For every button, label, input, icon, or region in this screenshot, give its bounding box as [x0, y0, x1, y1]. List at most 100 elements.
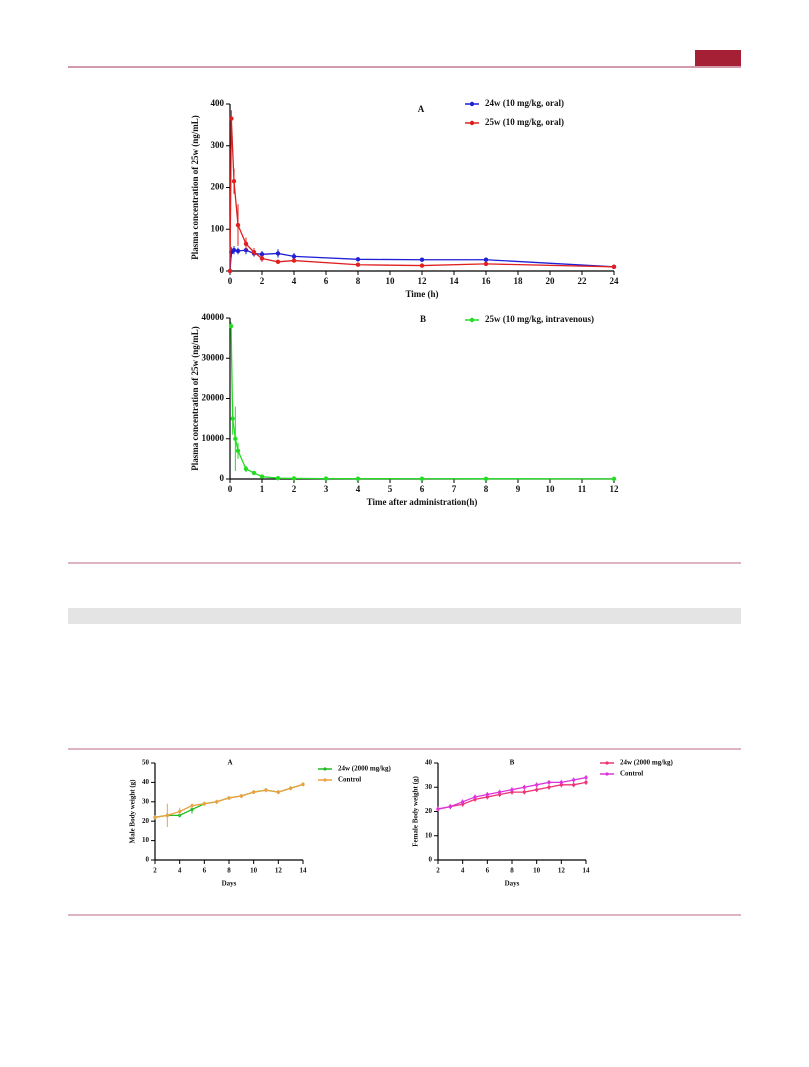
data-point: [276, 790, 280, 794]
data-point: [275, 259, 281, 265]
data-point: [461, 800, 465, 804]
data-point: [230, 416, 235, 421]
data-point: [291, 258, 297, 263]
legend-marker: [323, 767, 327, 771]
y-tick-label: 400: [211, 98, 225, 108]
y-tick-label: 0: [220, 473, 225, 483]
data-point: [510, 788, 514, 792]
y-tick-label: 10: [425, 831, 433, 839]
x-tick-label: 7: [452, 484, 457, 494]
x-tick-label: 4: [461, 867, 465, 875]
legend-marker: [605, 761, 609, 765]
y-tick-label: 40: [425, 759, 433, 767]
x-tick-label: 8: [510, 867, 514, 875]
x-tick-label: 6: [203, 867, 207, 875]
y-axis-label: Female Body weight (g): [412, 776, 420, 847]
x-tick-label: 10: [250, 867, 258, 875]
data-point: [611, 476, 617, 482]
data-point: [202, 802, 206, 806]
data-point: [355, 262, 361, 267]
data-point: [235, 222, 241, 228]
x-tick-label: 10: [386, 276, 396, 286]
x-tick-label: 3: [324, 484, 329, 494]
y-tick-label: 0: [429, 856, 433, 864]
x-tick-label: 11: [578, 484, 587, 494]
y-tick-label: 30000: [202, 352, 225, 362]
data-point: [251, 470, 257, 476]
data-point: [228, 323, 234, 329]
panel-label: A: [418, 104, 425, 114]
data-point: [190, 807, 194, 812]
x-tick-label: 12: [275, 867, 283, 875]
panel-label: A: [227, 759, 232, 767]
data-point: [259, 256, 265, 261]
legend-marker: [469, 317, 475, 323]
data-point: [498, 790, 502, 794]
data-point: [239, 794, 243, 798]
x-tick-label: 0: [228, 484, 233, 494]
data-point: [190, 804, 194, 808]
x-tick-label: 18: [514, 276, 524, 286]
y-tick-label: 0: [146, 856, 150, 864]
x-tick-label: 12: [418, 276, 428, 286]
table-header-bar: [68, 608, 741, 624]
x-tick-label: 12: [610, 484, 620, 494]
x-tick-label: 6: [420, 484, 425, 494]
series-line: [437, 781, 587, 810]
y-tick-label: 300: [211, 140, 225, 150]
data-point: [483, 261, 489, 267]
data-point: [473, 795, 477, 799]
panel-label: B: [510, 759, 515, 767]
x-tick-label: 4: [178, 867, 182, 875]
data-point: [535, 788, 539, 792]
x-axis-label: Time (h): [405, 289, 438, 299]
data-point: [547, 785, 551, 789]
data-point: [522, 785, 526, 789]
data-point: [419, 263, 425, 268]
data-point: [289, 786, 293, 790]
x-tick-label: 6: [324, 276, 329, 286]
data-point: [291, 254, 297, 259]
x-tick-label: 2: [292, 484, 297, 494]
data-point: [419, 257, 425, 262]
legend-marker: [469, 120, 475, 126]
data-point: [243, 241, 249, 247]
header-block: [695, 50, 741, 66]
x-tick-label: 2: [260, 276, 265, 286]
data-point: [485, 792, 489, 797]
legend-marker: [469, 101, 475, 107]
legend-marker: [323, 778, 327, 782]
data-point: [252, 790, 256, 794]
x-tick-label: 14: [450, 276, 460, 286]
x-tick-label: 14: [583, 867, 591, 875]
data-point: [235, 448, 241, 454]
data-point: [229, 116, 234, 121]
legend-marker: [605, 772, 609, 776]
y-tick-label: 50: [142, 759, 150, 767]
data-point: [153, 815, 157, 819]
data-point: [355, 476, 361, 481]
data-point: [547, 780, 551, 785]
y-tick-label: 200: [211, 182, 225, 192]
x-axis-label: Days: [505, 880, 520, 888]
data-point: [485, 795, 489, 799]
data-point: [275, 475, 281, 481]
data-point: [323, 476, 329, 481]
data-point: [436, 807, 440, 811]
data-point: [231, 247, 237, 253]
x-tick-label: 1: [260, 484, 265, 494]
legend-label: 24w (10 mg/kg, oral): [485, 98, 564, 108]
x-tick-label: 8: [227, 867, 231, 875]
data-point: [259, 474, 265, 479]
y-tick-label: 20000: [202, 393, 225, 403]
x-tick-label: 8: [484, 484, 489, 494]
x-tick-label: 5: [388, 484, 393, 494]
data-point: [522, 790, 526, 794]
series-line: [154, 783, 304, 818]
data-point: [275, 251, 281, 256]
data-point: [448, 805, 452, 809]
series-line: [230, 326, 615, 480]
x-tick-label: 0: [228, 276, 233, 286]
